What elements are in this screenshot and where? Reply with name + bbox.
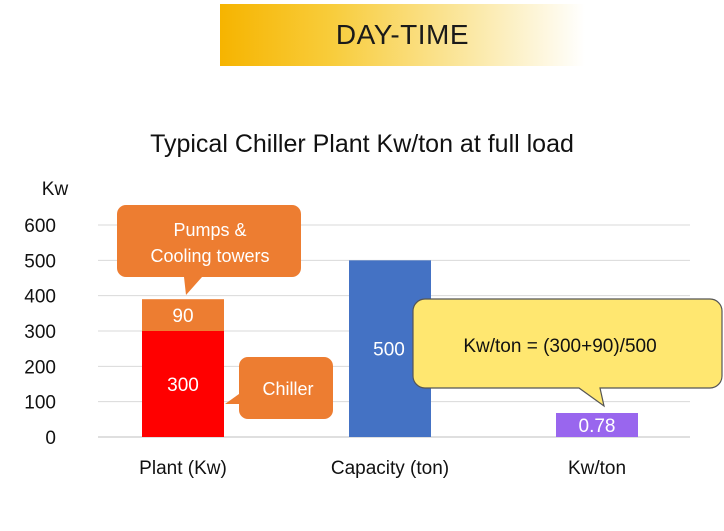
bar-data-label: 0.78	[579, 416, 616, 437]
y-tick-label: 0	[45, 428, 56, 449]
pumps-cooling-towers-callout	[117, 205, 301, 295]
y-tick-label: 500	[24, 251, 56, 272]
bar-data-label: 90	[172, 306, 193, 327]
y-tick-label: 400	[24, 287, 56, 308]
x-tick-label: Kw/ton	[568, 458, 626, 479]
y-tick-label: 300	[24, 322, 56, 343]
bar-segment-3-1	[556, 413, 638, 437]
y-axis-label: Kw	[42, 179, 69, 200]
bar-data-label: 500	[373, 340, 405, 361]
y-tick-label: 600	[24, 216, 56, 237]
bar-segment-1-1	[142, 331, 224, 437]
bar-data-label: 300	[167, 375, 199, 396]
callout-text: Chiller	[262, 379, 313, 399]
callouts: Pumps & Cooling towers Chiller Kw/ton = (30…	[117, 205, 723, 419]
chiller-callout	[225, 357, 333, 419]
callout-text: Pumps &	[173, 220, 246, 240]
chart-title: Typical Chiller Plant Kw/ton at full loa…	[150, 130, 574, 158]
x-tick-label: Capacity (ton)	[331, 458, 449, 479]
banner-text: DAY-TIME	[335, 19, 470, 50]
kw-ton-formula-callout	[412, 298, 723, 408]
callout-text: Cooling towers	[150, 246, 269, 266]
bar-segment-1-2	[142, 299, 224, 331]
y-tick-label: 100	[24, 393, 56, 414]
day-time-banner: DAY-TIME	[220, 4, 585, 66]
callout-text: Kw/ton = (300+90)/500	[463, 336, 656, 357]
x-tick-label: Plant (Kw)	[139, 458, 227, 479]
x-tick-labels: Plant (Kw) Capacity (ton) Kw/ton	[139, 458, 626, 479]
y-tick-label: 200	[24, 357, 56, 378]
y-tick-labels: 0 100 200 300 400 500 600	[24, 216, 56, 449]
